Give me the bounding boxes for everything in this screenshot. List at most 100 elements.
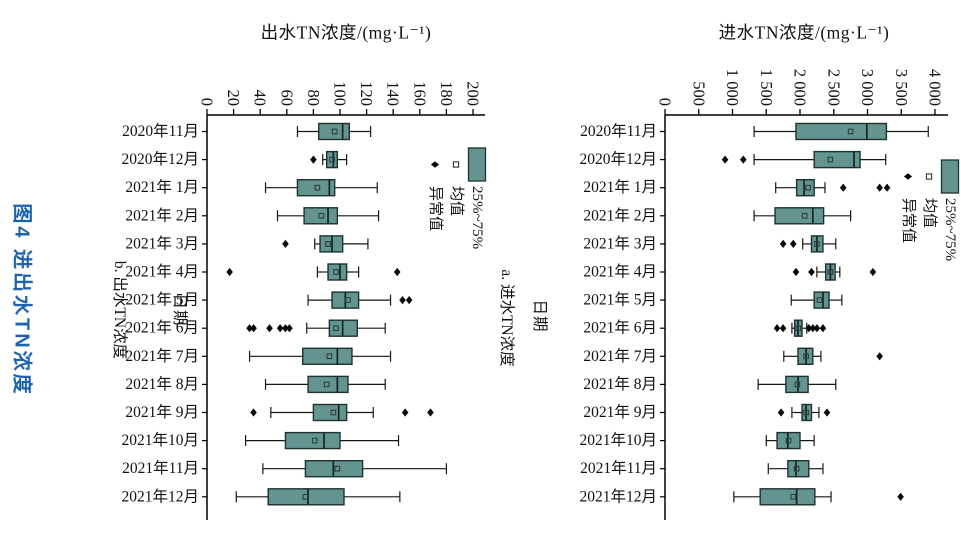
mean-marker bbox=[314, 184, 321, 191]
mean-marker bbox=[794, 381, 801, 388]
iqr-box bbox=[267, 488, 345, 506]
value-tick-label: 20 bbox=[224, 90, 243, 107]
outlier-point bbox=[246, 324, 253, 333]
category-label: 2021年 1月 bbox=[583, 178, 657, 196]
mean-marker bbox=[302, 493, 309, 500]
iqr-box bbox=[296, 178, 336, 197]
effluent-axis-title: 出水TN浓度/(mg·L⁻¹) bbox=[260, 22, 432, 43]
outlier-point bbox=[897, 492, 904, 501]
boxplot-row bbox=[757, 375, 837, 394]
outlier-point bbox=[792, 267, 800, 277]
outlier-point bbox=[282, 239, 289, 248]
legend-outlier-swatch bbox=[430, 161, 440, 168]
value-tick-label: 1 500 bbox=[757, 69, 776, 106]
category-label: 2021年 5月 bbox=[583, 291, 657, 309]
boxplot-row bbox=[264, 178, 378, 197]
mean-marker bbox=[790, 493, 797, 500]
mean-marker bbox=[323, 381, 330, 388]
boxplot-row bbox=[282, 235, 369, 253]
boxplot-row bbox=[775, 178, 891, 197]
outlier-point bbox=[401, 408, 409, 417]
effluent-tn-plot: 0 20 40 60 80 100 120 140 160 180 200 2020年11月 2020年… bbox=[121, 81, 487, 520]
boxplot-row bbox=[753, 207, 852, 225]
legend-label: 25%~75% bbox=[469, 186, 485, 249]
boxplot-row bbox=[779, 235, 837, 253]
value-tick-label: 60 bbox=[277, 90, 296, 107]
iqr-box bbox=[795, 122, 888, 141]
outlier-point bbox=[250, 324, 257, 333]
value-tick-label: 80 bbox=[304, 90, 323, 107]
mean-marker bbox=[785, 437, 792, 444]
value-tick-label: 200 bbox=[464, 81, 483, 106]
boxplot-row bbox=[721, 150, 887, 169]
outlier-point bbox=[883, 183, 891, 192]
boxplot-row bbox=[307, 291, 413, 309]
outlier-point bbox=[813, 324, 821, 333]
value-tick-label: 4 000 bbox=[926, 69, 945, 106]
outlier-point bbox=[721, 155, 729, 164]
iqr-box bbox=[787, 460, 810, 478]
outlier-point bbox=[286, 324, 293, 333]
boxplot-row bbox=[264, 375, 386, 394]
boxplot-row bbox=[767, 460, 824, 478]
outlier-point bbox=[226, 267, 233, 277]
value-tick-label: 3 000 bbox=[858, 69, 877, 106]
mean-marker bbox=[311, 437, 318, 444]
category-label: 2020年12月 bbox=[579, 150, 657, 168]
outlier-point bbox=[808, 267, 815, 277]
outlier-point bbox=[310, 155, 317, 164]
category-label: 2021年 1月 bbox=[125, 178, 199, 196]
category-label: 2020年11月 bbox=[122, 122, 199, 140]
value-tick-label: 500 bbox=[689, 81, 708, 106]
iqr-box bbox=[307, 375, 349, 394]
category-label: 2021年 2月 bbox=[583, 206, 657, 224]
boxplot-row bbox=[783, 347, 883, 365]
mean-marker bbox=[801, 212, 808, 219]
outlier-point bbox=[427, 408, 434, 417]
legend-label: 25%~75% bbox=[942, 198, 958, 261]
iqr-box bbox=[785, 375, 809, 394]
category-label: 2021年 4月 bbox=[125, 263, 199, 281]
legend-mean-swatch bbox=[925, 173, 933, 180]
value-tick-label: 0 bbox=[656, 98, 675, 106]
mean-marker bbox=[345, 297, 351, 303]
outlier-point bbox=[250, 408, 257, 417]
iqr-box bbox=[813, 150, 861, 169]
boxplot-row bbox=[226, 263, 401, 281]
boxplot-row bbox=[753, 122, 929, 141]
value-tick-label: 40 bbox=[251, 90, 270, 107]
category-label: 2021年10月 bbox=[121, 431, 199, 449]
outlier-point bbox=[876, 352, 883, 361]
legend-label: 异常值 bbox=[900, 198, 917, 243]
outlier-point bbox=[777, 408, 785, 417]
category-label: 2021年 2月 bbox=[125, 206, 199, 224]
value-tick-label: 160 bbox=[410, 81, 429, 106]
legend-label: 均值 bbox=[921, 198, 938, 228]
mean-marker bbox=[325, 241, 331, 247]
outlier-point bbox=[869, 267, 877, 277]
category-label: 2021年 8月 bbox=[583, 375, 657, 393]
outlier-point bbox=[876, 183, 883, 192]
legend-box-swatch bbox=[940, 159, 960, 194]
mean-marker bbox=[329, 156, 335, 163]
boxplot-row bbox=[773, 319, 827, 337]
outlier-point bbox=[740, 155, 747, 164]
outlier-point bbox=[773, 324, 781, 333]
mean-marker bbox=[805, 184, 811, 191]
iqr-box bbox=[774, 207, 825, 225]
iqr-box bbox=[327, 263, 348, 281]
outlier-point bbox=[839, 183, 847, 192]
outlier-point bbox=[276, 324, 284, 333]
mean-marker bbox=[330, 409, 337, 416]
value-tick-label: 180 bbox=[437, 81, 456, 106]
category-label: 2021年11月 bbox=[122, 459, 199, 477]
legend-label: 均值 bbox=[448, 186, 465, 216]
value-tick-label: 140 bbox=[384, 81, 403, 106]
outlier-point bbox=[809, 324, 817, 333]
influent-axis-title: 进水TN浓度/(mg·L⁻¹) bbox=[718, 22, 890, 43]
iqr-box bbox=[312, 403, 348, 422]
legend-label: 异常值 bbox=[427, 186, 444, 231]
category-label: 2020年12月 bbox=[121, 150, 199, 168]
boxplot-row bbox=[250, 403, 434, 422]
